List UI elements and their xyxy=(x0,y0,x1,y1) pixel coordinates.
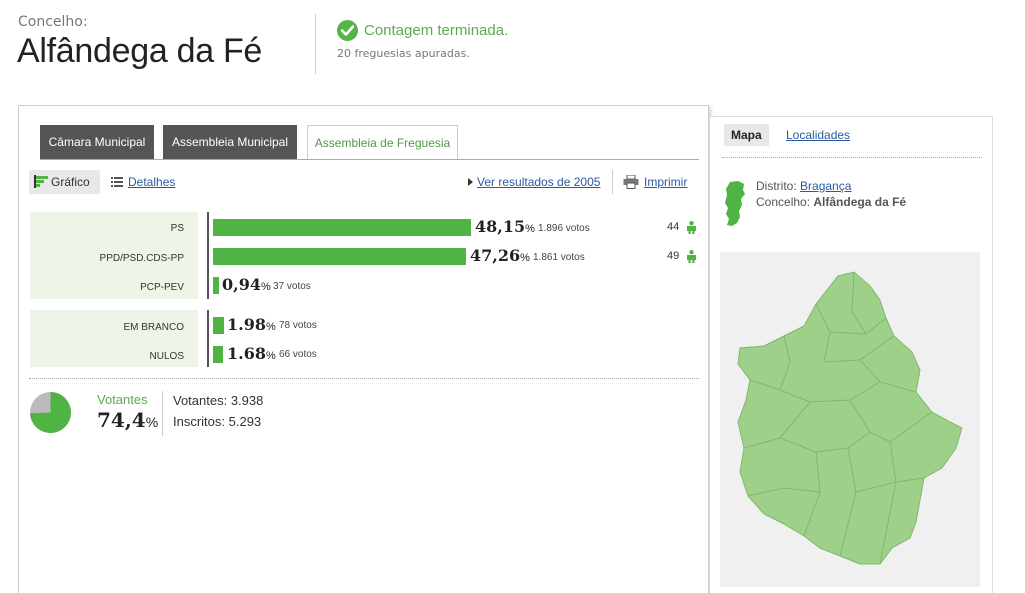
result-bar xyxy=(213,248,466,265)
imprimir-button[interactable]: Imprimir xyxy=(623,170,699,194)
result-bar xyxy=(213,346,223,363)
check-circle-icon xyxy=(337,20,358,41)
result-percentage: 1.98% xyxy=(227,315,276,334)
concelho-map[interactable] xyxy=(720,252,980,587)
distrito-row: Distrito: Bragança xyxy=(756,179,851,193)
tab-assembleia-municipal[interactable]: Assembleia Municipal xyxy=(163,125,297,159)
result-percentage: 48,15% xyxy=(475,217,535,236)
detalhes-view-button[interactable]: Detalhes xyxy=(111,170,191,194)
printer-icon xyxy=(623,175,639,189)
concelho-row: Concelho: Alfândega da Fé xyxy=(756,195,906,209)
party-name: NULOS xyxy=(149,351,184,362)
detalhes-link[interactable]: Detalhes xyxy=(128,175,176,189)
result-votes: 37 votos xyxy=(273,281,311,292)
tab-underline xyxy=(40,159,699,160)
inscritos-count: Inscritos: 5.293 xyxy=(173,414,262,429)
turnout-pie-chart xyxy=(30,392,71,433)
ver-resultados-2005[interactable]: Ver resultados de 2005 xyxy=(468,170,608,194)
axis-line xyxy=(207,212,209,299)
result-bar xyxy=(213,277,219,294)
bar-chart-icon xyxy=(34,175,48,188)
triangle-right-icon xyxy=(468,178,473,186)
count-status: Contagem terminada. xyxy=(364,22,509,39)
person-icon xyxy=(687,250,696,263)
result-percentage: 0,94% xyxy=(222,275,271,294)
turnout-percentage: 74,4% xyxy=(97,408,159,432)
result-bar xyxy=(213,219,471,236)
freguesias-count: 20 freguesias apuradas. xyxy=(337,47,470,60)
parties-label-block xyxy=(30,212,198,299)
header-divider xyxy=(315,14,316,74)
localidades-link[interactable]: Localidades xyxy=(786,128,851,142)
result-votes: 1.861 votos xyxy=(533,252,585,263)
tab-assembleia-freguesia[interactable]: Assembleia de Freguesia xyxy=(307,125,458,160)
party-name: PPD/PSD.CDS-PP xyxy=(99,253,184,264)
tab-mapa[interactable]: Mapa xyxy=(724,124,769,146)
side-panel: Mapa Localidades Distrito: Bragança Conc… xyxy=(710,116,993,593)
party-name: PS xyxy=(170,223,184,234)
party-name: EM BRANCO xyxy=(123,322,184,333)
blank-null-label-block xyxy=(30,310,198,367)
axis-line xyxy=(207,310,209,367)
grafico-label: Gráfico xyxy=(51,175,90,189)
tab-camara-municipal[interactable]: Câmara Municipal xyxy=(40,125,154,159)
party-name: PCP-PEV xyxy=(140,282,184,293)
distrito-link[interactable]: Bragança xyxy=(800,179,852,193)
map-container xyxy=(720,252,980,587)
concelho-label: Concelho: xyxy=(18,14,88,30)
dotted-divider xyxy=(29,378,699,379)
result-percentage: 1.68% xyxy=(227,344,276,363)
dotted-divider xyxy=(722,157,982,158)
result-votes: 66 votos xyxy=(279,349,317,360)
result-seats: 49 xyxy=(667,250,680,262)
results-panel: Câmara Municipal Assembleia Municipal As… xyxy=(18,105,709,593)
result-bar xyxy=(213,317,224,334)
turnout-divider xyxy=(162,391,163,436)
tab-localidades[interactable]: Localidades xyxy=(786,124,850,146)
portugal-map-icon xyxy=(725,181,745,226)
ver-resultados-link[interactable]: Ver resultados de 2005 xyxy=(477,175,601,189)
votantes-count: Votantes: 3.938 xyxy=(173,393,264,408)
result-seats: 44 xyxy=(667,221,680,233)
distrito-label: Distrito: xyxy=(756,179,797,193)
concelho-info-label: Concelho: xyxy=(756,195,811,209)
result-percentage: 47,26% xyxy=(470,246,530,265)
concelho-value: Alfândega da Fé xyxy=(813,195,907,209)
grafico-view-button[interactable]: Gráfico xyxy=(29,170,100,194)
page-title: Alfândega da Fé xyxy=(17,32,263,70)
imprimir-link[interactable]: Imprimir xyxy=(644,175,688,189)
votantes-label: Votantes xyxy=(97,392,148,407)
result-votes: 1.896 votos xyxy=(538,223,590,234)
list-icon xyxy=(111,177,123,187)
pie-slice-voters xyxy=(30,392,71,433)
toolbar-divider xyxy=(612,170,613,194)
result-votes: 78 votos xyxy=(279,320,317,331)
person-icon xyxy=(687,221,696,234)
